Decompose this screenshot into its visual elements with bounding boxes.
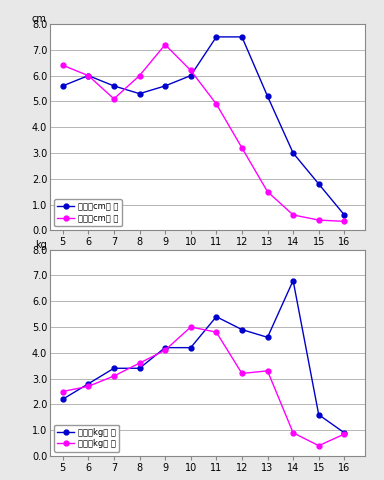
Text: kg: kg xyxy=(35,240,47,250)
Text: cm: cm xyxy=(32,14,47,24)
Legend: 身長（cm） 男, 身長（cm） 女: 身長（cm） 男, 身長（cm） 女 xyxy=(54,199,122,226)
Text: 歳時: 歳時 xyxy=(351,379,362,389)
Legend: 体重（kg） 男, 体重（kg） 女: 体重（kg） 男, 体重（kg） 女 xyxy=(54,425,119,452)
